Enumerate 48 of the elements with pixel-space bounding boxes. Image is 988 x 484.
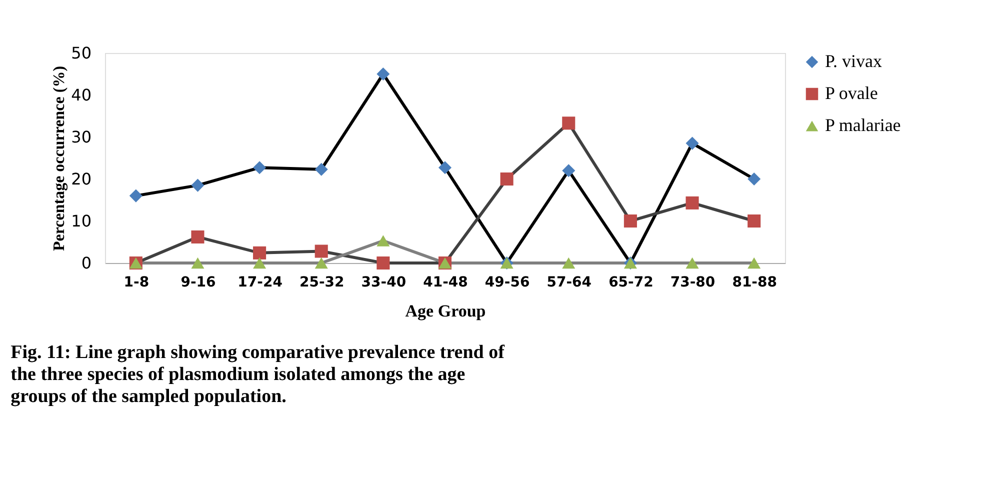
point [314, 244, 328, 258]
point [686, 196, 699, 210]
point [253, 161, 266, 174]
caption: Fig. 11: Line graph showing comparative prevalence trend of the three species of plasmodium isolated amongs the age groups of the sampled population. [10, 342, 506, 407]
point [562, 257, 576, 269]
point [624, 214, 637, 228]
x-tick-label: 65-72 [608, 274, 654, 290]
legend-label: P. vivax [825, 51, 882, 71]
y-axis-title: Percentage occurrence (%) [51, 66, 68, 252]
point [191, 230, 204, 244]
point [686, 136, 699, 150]
x-tick-label: 9-16 [180, 274, 216, 290]
point [686, 257, 699, 269]
x-tick-label: 73-80 [670, 274, 716, 290]
point [314, 162, 328, 176]
y-tick-label: 40 [71, 86, 92, 104]
point [748, 172, 761, 186]
y-tick-label: 50 [71, 44, 92, 62]
legend-label: P malariae [825, 115, 901, 135]
x-axis-title: Age Group [405, 302, 486, 320]
point [253, 246, 266, 260]
point [500, 172, 514, 186]
point [191, 178, 204, 192]
y-tick-label: 20 [71, 170, 92, 188]
x-tick-label: 33-40 [361, 274, 406, 290]
point [314, 257, 328, 269]
x-tick-label: 49-56 [484, 274, 530, 290]
x-tick-label: 17-24 [238, 274, 283, 290]
point [748, 257, 761, 269]
point [253, 257, 266, 269]
x-tick-label: 25-32 [299, 274, 344, 290]
x-tick-label: 41-48 [423, 274, 468, 290]
point [562, 116, 576, 130]
point [376, 235, 390, 246]
point [376, 67, 390, 81]
legend-label: P ovale [825, 83, 878, 103]
point [748, 214, 761, 228]
point [562, 164, 576, 178]
y-tick-label: 10 [71, 212, 92, 230]
x-tick-label: 57-64 [546, 274, 592, 290]
point [376, 256, 390, 270]
y-tick-label: 0 [81, 254, 92, 272]
y-tick-label: 30 [71, 128, 92, 146]
x-tick-label: 81-88 [732, 274, 777, 290]
x-tick-label: 1-8 [124, 274, 150, 290]
point [129, 189, 142, 202]
point [191, 257, 204, 269]
point [438, 161, 452, 174]
